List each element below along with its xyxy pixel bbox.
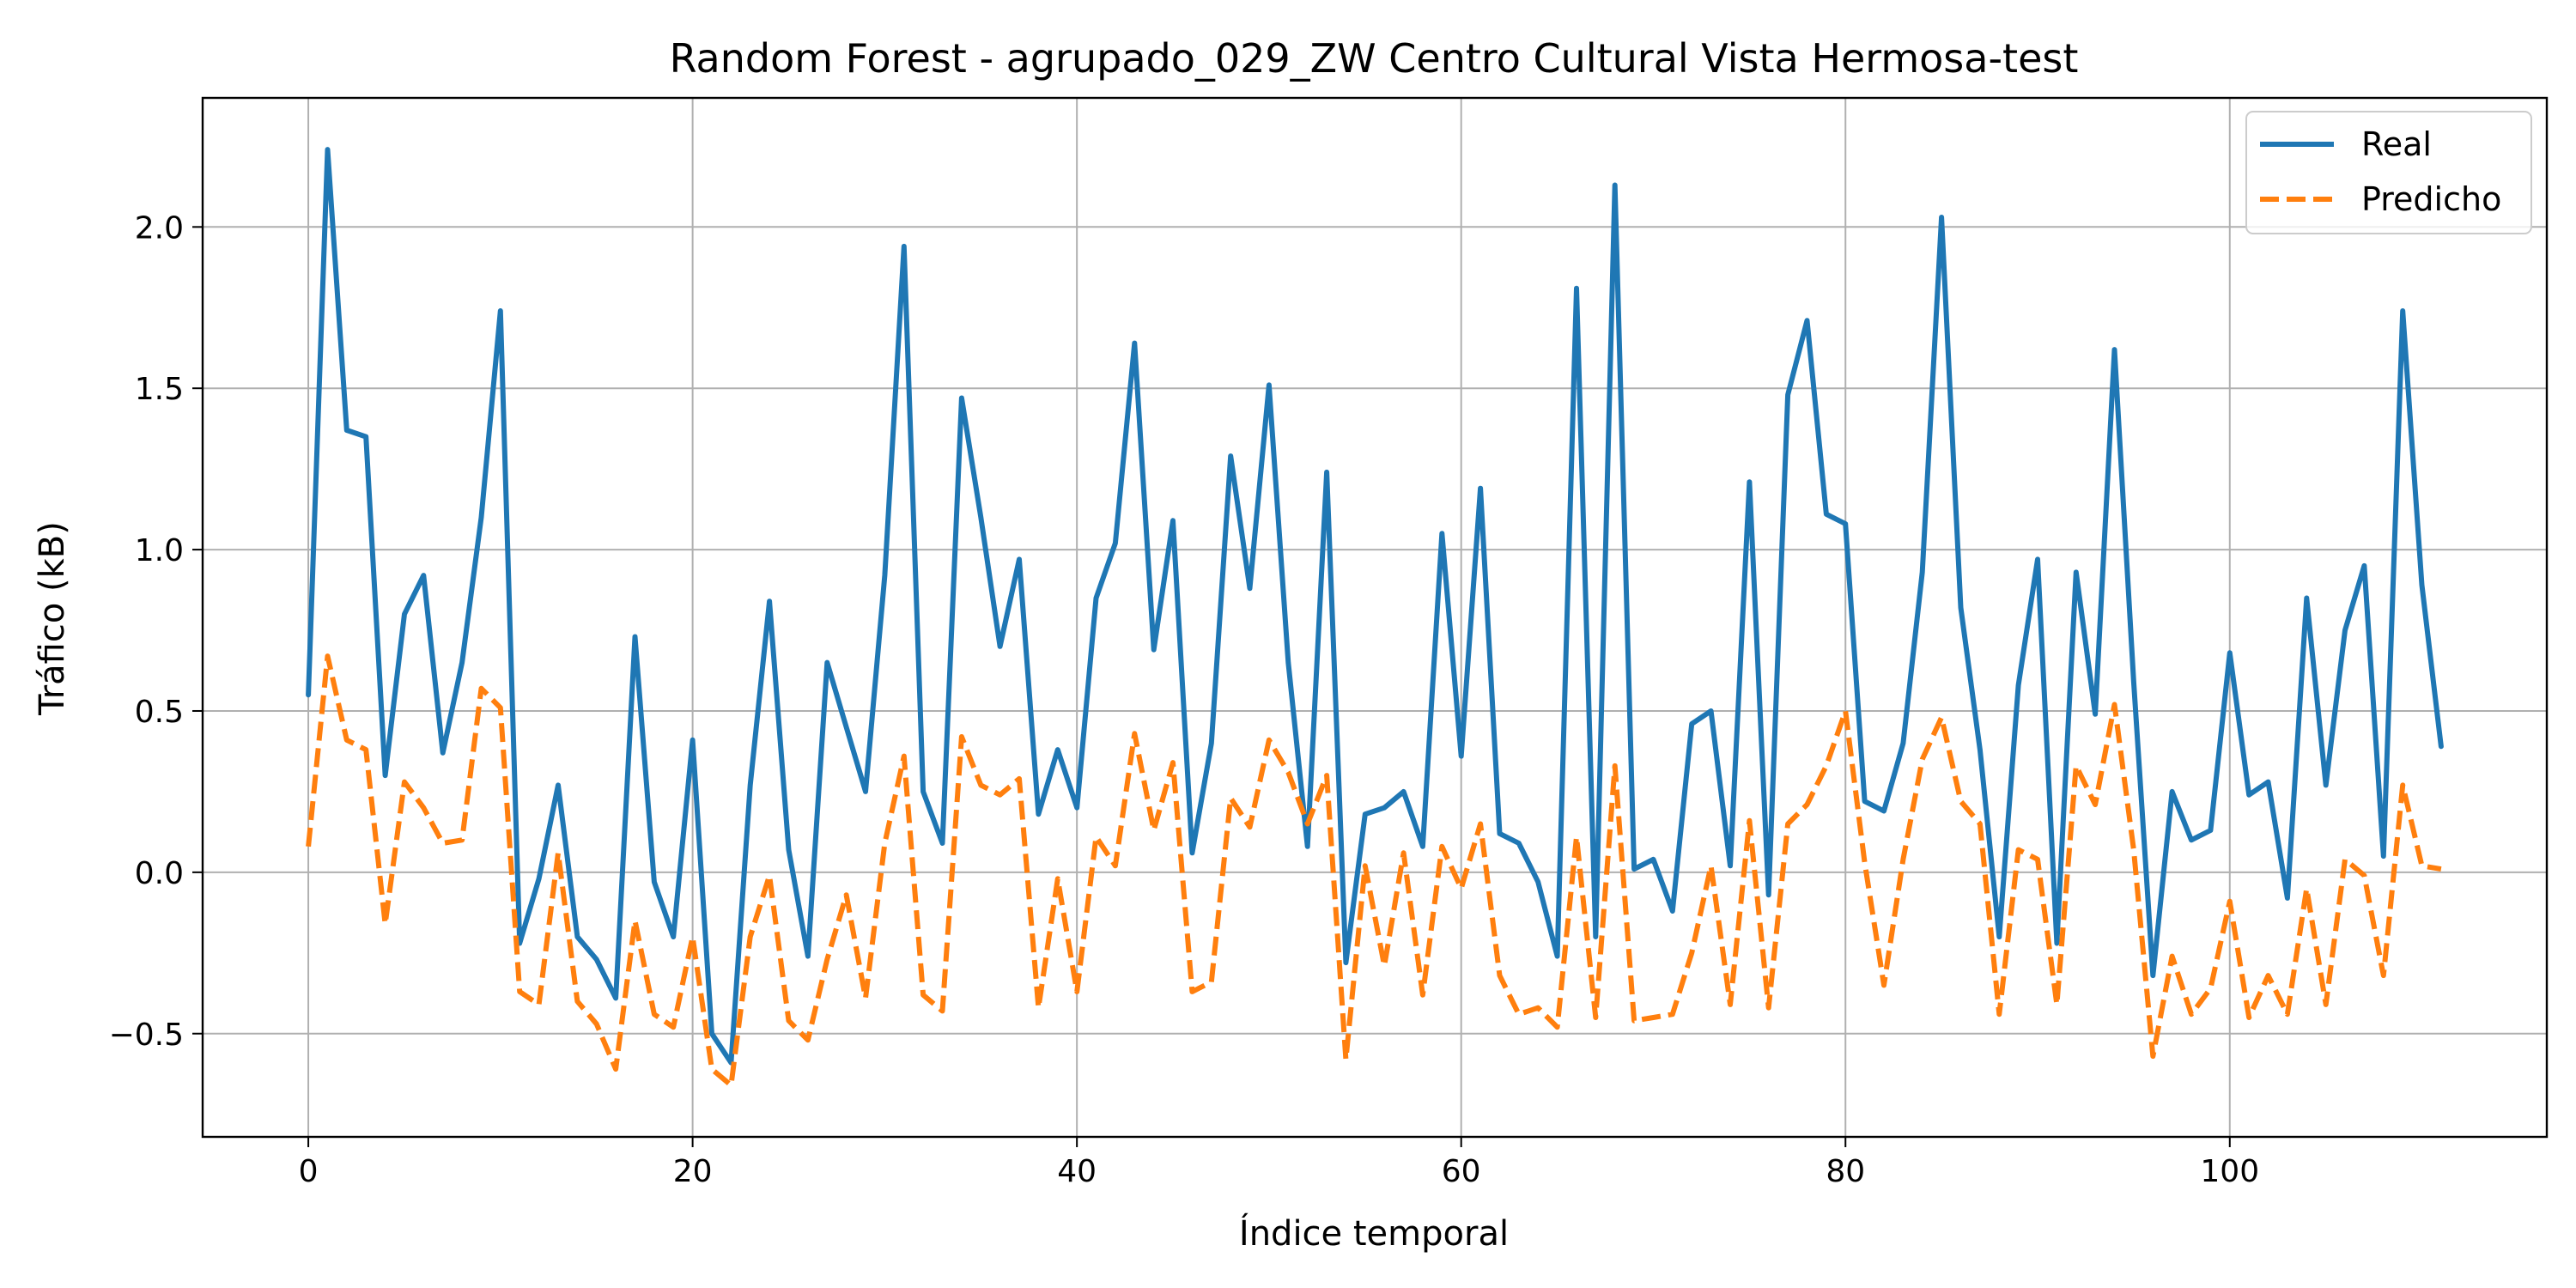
y-axis-title: Tráfico (kB) <box>33 521 72 716</box>
x-tick-label: 80 <box>1826 1154 1865 1189</box>
plot-frame <box>201 96 2549 1139</box>
y-tick-label: 2.0 <box>135 210 184 246</box>
series-line-predicho <box>306 653 2442 1088</box>
x-tick-label: 60 <box>1442 1154 1481 1189</box>
series-layer <box>306 147 2444 1088</box>
y-tick-label: −0.5 <box>109 1018 184 1053</box>
y-axis: −0.5 0.0 0.5 1.0 1.5 2.0 <box>109 210 203 1053</box>
y-tick-label: 0.5 <box>135 695 184 730</box>
x-axis: 0 20 40 60 80 100 <box>299 1137 2259 1189</box>
x-tick-label: 100 <box>2200 1154 2259 1189</box>
series-line-real <box>306 147 2444 1066</box>
y-tick-label: 0.0 <box>135 856 184 891</box>
x-tick-label: 40 <box>1057 1154 1097 1189</box>
y-tick-label: 1.5 <box>135 372 184 407</box>
chart-title: Random Forest - agrupado_029_ZW Centro C… <box>670 35 2079 82</box>
x-tick-label: 20 <box>673 1154 713 1189</box>
x-tick-label: 0 <box>299 1154 319 1189</box>
legend-label-predicho: Predicho <box>2361 180 2501 218</box>
x-axis-title: Índice temporal <box>1239 1212 1509 1254</box>
legend: Real Predicho <box>2245 111 2532 234</box>
legend-label-real: Real <box>2361 125 2432 163</box>
y-tick-label: 1.0 <box>135 533 184 568</box>
